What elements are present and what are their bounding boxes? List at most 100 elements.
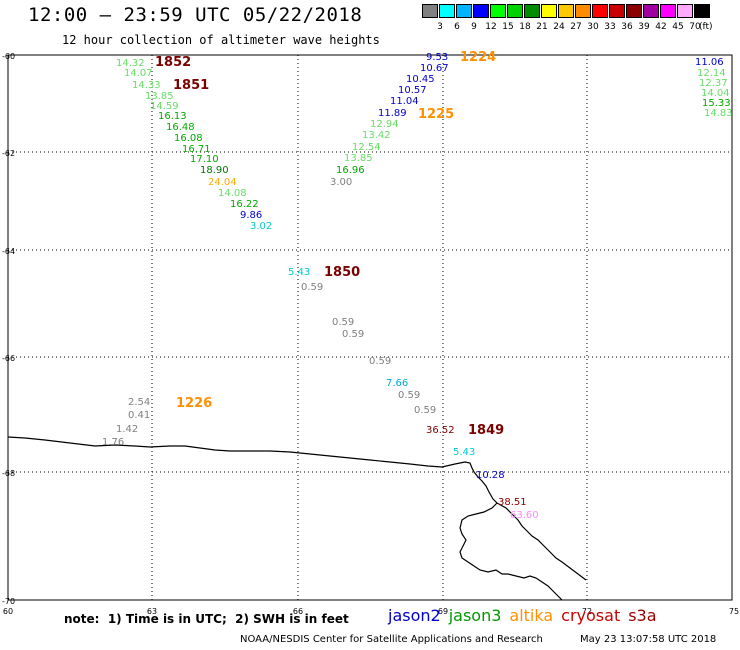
wave-height-value: 14.33 xyxy=(132,80,161,91)
legend-swatch xyxy=(490,4,506,18)
track-time-label: 1224 xyxy=(460,50,496,65)
wave-height-value: 17.10 xyxy=(190,154,219,165)
satellite-altika: altika xyxy=(509,606,554,625)
graticule xyxy=(8,55,732,600)
legend-label: 18 xyxy=(519,22,531,32)
wave-height-value: 7.66 xyxy=(386,378,408,389)
legend-swatch xyxy=(609,4,625,18)
wave-height-value: 12.54 xyxy=(352,142,381,153)
wave-height-value: 10.45 xyxy=(406,74,435,85)
legend-swatch xyxy=(643,4,659,18)
legend-swatch xyxy=(473,4,489,18)
longitude-label: 60 xyxy=(3,607,13,616)
wave-height-value: 0.59 xyxy=(398,390,420,401)
wave-height-value: 15.33 xyxy=(702,98,731,109)
map-title: 12:00 – 23:59 UTC 05/22/2018 xyxy=(28,4,363,26)
legend-swatch xyxy=(660,4,676,18)
legend-swatch xyxy=(456,4,472,18)
wave-height-value: 0.59 xyxy=(332,317,354,328)
legend-swatch xyxy=(677,4,693,18)
legend-swatch xyxy=(558,4,574,18)
legend-label: 42 xyxy=(655,22,667,32)
wave-height-value: 63.60 xyxy=(510,510,539,521)
legend-swatch xyxy=(422,4,438,18)
legend-label: 45 xyxy=(672,22,684,32)
legend-swatch xyxy=(626,4,642,18)
legend-swatch xyxy=(575,4,591,18)
wave-height-value: 14.59 xyxy=(150,101,179,112)
legend-label: 3 xyxy=(437,22,443,32)
longitude-label: 69 xyxy=(438,607,448,616)
latitude-label: -60 xyxy=(2,52,15,61)
wave-height-value: 14.07 xyxy=(124,68,153,79)
track-time-label: 1225 xyxy=(418,107,454,122)
legend-label: 6 xyxy=(454,22,460,32)
wave-height-value: 36.52 xyxy=(426,425,455,436)
latitude-label: -62 xyxy=(2,149,15,158)
legend-label: 24 xyxy=(553,22,565,32)
wave-height-value: 11.89 xyxy=(378,108,407,119)
latitude-label: -64 xyxy=(2,247,15,256)
legend-label: 21 xyxy=(536,22,548,32)
legend-swatch xyxy=(524,4,540,18)
legend-label: 36 xyxy=(621,22,633,32)
longitude-label: 63 xyxy=(147,607,157,616)
wave-height-value: 12.37 xyxy=(699,78,728,89)
wave-height-value: 2.54 xyxy=(128,397,150,408)
wave-height-value: 18.90 xyxy=(200,165,229,176)
wave-height-value: 1.76 xyxy=(102,437,124,448)
wave-height-value: 0.41 xyxy=(128,410,150,421)
wave-height-value: 12.14 xyxy=(697,68,726,79)
legend-label: 27 xyxy=(570,22,582,32)
legend-label: 12 xyxy=(485,22,497,32)
satellite-cryosat: cryosat xyxy=(561,606,621,625)
longitude-label: 75 xyxy=(729,607,739,616)
footer-credit: NOAA/NESDIS Center for Satellite Applica… xyxy=(240,634,543,645)
latitude-labels: -60 -62 -64 -66 -68 -70 xyxy=(2,52,15,606)
track-time-label: 1849 xyxy=(468,423,504,438)
legend-swatch xyxy=(439,4,455,18)
legend-unit: (ft) xyxy=(699,22,713,32)
wave-height-value: 5.43 xyxy=(288,267,310,278)
legend-label: 39 xyxy=(638,22,650,32)
wave-height-value: 3.02 xyxy=(250,221,272,232)
wave-height-value: 5.43 xyxy=(453,447,475,458)
track-id-labels: 1852 1851 1224 1225 1850 1226 1849 xyxy=(155,50,504,438)
footer-note: note: 1) Time is in UTC; 2) SWH is in fe… xyxy=(64,612,349,626)
latitude-label: -66 xyxy=(2,354,15,363)
latitude-label: -68 xyxy=(2,469,15,478)
track-time-label: 1226 xyxy=(176,396,212,411)
legend-label: 15 xyxy=(502,22,514,32)
legend-label: 33 xyxy=(604,22,616,32)
legend-label: 70 xyxy=(689,22,701,32)
wave-height-value: 16.22 xyxy=(230,199,259,210)
wave-height-value: 13.85 xyxy=(344,153,373,164)
satellite-jason2: jason2 xyxy=(388,606,441,625)
wave-height-value: 16.71 xyxy=(182,144,211,155)
observation-labels: 14.3214.0714.3313.8514.5916.1316.4816.08… xyxy=(102,52,733,521)
wave-height-value: 1.42 xyxy=(116,424,138,435)
wave-height-value: 13.85 xyxy=(145,91,174,102)
wave-height-value: 16.96 xyxy=(336,165,365,176)
legend-swatch xyxy=(592,4,608,18)
wave-height-value: 0.59 xyxy=(369,356,391,367)
wave-height-value: 11.06 xyxy=(695,57,724,68)
wave-height-value: 14.32 xyxy=(116,58,145,69)
wave-height-value: 14.83 xyxy=(704,108,733,119)
satellite-legend: jason2 jason3 altika cryosat s3a xyxy=(388,606,665,625)
wave-height-value: 10.67 xyxy=(420,63,449,74)
track-time-label: 1850 xyxy=(324,265,360,280)
satellite-jason3: jason3 xyxy=(448,606,502,625)
legend-label: 9 xyxy=(471,22,477,32)
wave-height-value: 14.08 xyxy=(218,188,247,199)
wave-height-value: 11.04 xyxy=(390,96,419,107)
wave-height-value: 0.59 xyxy=(342,329,364,340)
inlet-coast xyxy=(496,502,587,581)
wave-height-value: 0.59 xyxy=(414,405,436,416)
satellite-s3a: s3a xyxy=(628,606,657,625)
longitude-label: 72 xyxy=(582,607,592,616)
wave-height-value: 38.51 xyxy=(498,497,527,508)
wave-height-value: 12.94 xyxy=(370,119,399,130)
legend-swatch xyxy=(507,4,523,18)
